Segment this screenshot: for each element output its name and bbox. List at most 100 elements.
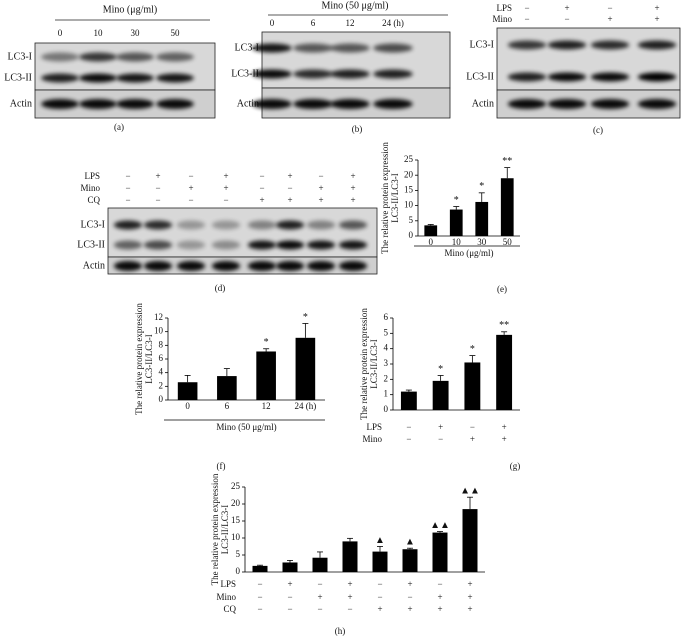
- panel-label: (d): [215, 283, 226, 293]
- annotation: *: [438, 364, 443, 375]
- row-sign: −: [125, 183, 130, 193]
- bar: [400, 391, 417, 410]
- row-sign: +: [654, 3, 659, 13]
- band: [590, 99, 630, 109]
- row-label: LPS: [366, 422, 382, 432]
- row-sign: −: [318, 171, 323, 181]
- band-label: LC3-II: [231, 68, 259, 79]
- annotation: ▲▲: [460, 485, 480, 496]
- x-tick-label: 0: [185, 401, 190, 411]
- bar: [312, 557, 328, 572]
- lane-label: 30: [131, 28, 141, 38]
- x-tick-label: 12: [262, 401, 271, 411]
- band: [247, 261, 277, 271]
- band: [338, 261, 368, 271]
- row-sign: +: [467, 592, 472, 602]
- annotation: **: [502, 156, 512, 167]
- row-sign: +: [259, 195, 264, 205]
- bar: [432, 380, 449, 410]
- row-sign: −: [406, 422, 411, 432]
- row-sign: −: [125, 195, 130, 205]
- band: [637, 72, 677, 82]
- row-sign: +: [155, 171, 160, 181]
- row-sign: +: [318, 183, 323, 193]
- row-sign: +: [467, 579, 472, 589]
- row-sign: +: [287, 195, 292, 205]
- row-sign: +: [350, 195, 355, 205]
- y-axis-label: LC3-II/LC3-I: [369, 339, 379, 389]
- band: [211, 220, 241, 230]
- row-sign: −: [223, 195, 228, 205]
- band: [247, 240, 277, 250]
- y-tick-label: 5: [384, 327, 389, 337]
- row-sign: +: [470, 434, 475, 444]
- y-tick-label: 2: [159, 380, 164, 390]
- band-label: Actin: [472, 98, 494, 109]
- band-label: Actin: [83, 260, 105, 271]
- row-sign: −: [287, 183, 292, 193]
- y-tick-label: 4: [159, 367, 164, 377]
- annotation: ▲: [375, 535, 385, 546]
- panel-label: (e): [497, 284, 507, 294]
- band: [275, 240, 305, 250]
- row-sign: +: [347, 592, 352, 602]
- row-sign: +: [437, 604, 442, 614]
- lane-label: 6: [311, 18, 316, 28]
- y-tick-label: 25: [231, 481, 241, 491]
- bar: [424, 225, 438, 236]
- lane-label: 0: [58, 28, 63, 38]
- row-sign: −: [259, 171, 264, 181]
- band: [176, 261, 206, 271]
- band: [338, 220, 368, 230]
- band-label: LC3-I: [470, 39, 494, 50]
- annotation: *: [479, 181, 484, 192]
- bar: [252, 565, 268, 572]
- band: [176, 220, 206, 230]
- band: [293, 69, 333, 79]
- band: [252, 69, 292, 79]
- band: [507, 99, 547, 109]
- y-tick-label: 25: [404, 154, 414, 164]
- row-sign: +: [407, 604, 412, 614]
- band: [275, 261, 305, 271]
- row-sign: −: [155, 195, 160, 205]
- band: [252, 99, 292, 109]
- x-tick-label: 6: [225, 401, 230, 411]
- band: [507, 40, 547, 50]
- row-sign: +: [607, 14, 612, 24]
- annotation: *: [264, 337, 269, 348]
- row-label: Mino: [80, 183, 100, 193]
- row-sign: +: [287, 579, 292, 589]
- bar: [295, 337, 316, 400]
- y-axis-label: The relative protein expression: [380, 142, 390, 254]
- row-sign: +: [223, 183, 228, 193]
- band: [293, 99, 333, 109]
- row-sign: +: [654, 14, 659, 24]
- band: [211, 240, 241, 250]
- row-sign: −: [347, 604, 352, 614]
- y-tick-label: 6: [384, 312, 389, 322]
- blot-membrane: [261, 31, 451, 89]
- y-axis-label: The relative protein expression: [210, 473, 220, 585]
- band: [79, 73, 117, 83]
- band: [373, 43, 413, 53]
- band: [143, 240, 173, 250]
- row-label: LPS: [496, 3, 512, 13]
- band: [156, 73, 194, 83]
- row-sign: −: [406, 434, 411, 444]
- band: [373, 69, 413, 79]
- x-tick-label: 0: [429, 237, 434, 247]
- y-axis-label: LC3-II/LC3-I: [220, 505, 230, 555]
- row-label: Mino: [362, 434, 382, 444]
- row-label: LPS: [84, 171, 100, 181]
- blot-membrane: [34, 42, 216, 91]
- band-label: Actin: [10, 98, 32, 109]
- x-axis-label: Mino (50 μg/ml): [216, 422, 276, 432]
- band: [113, 220, 143, 230]
- y-axis-label: LC3-II/LC3-I: [390, 173, 400, 223]
- bar: [449, 209, 463, 236]
- bar: [372, 551, 388, 572]
- y-tick-label: 5: [236, 549, 241, 559]
- band: [507, 72, 547, 82]
- band: [113, 261, 143, 271]
